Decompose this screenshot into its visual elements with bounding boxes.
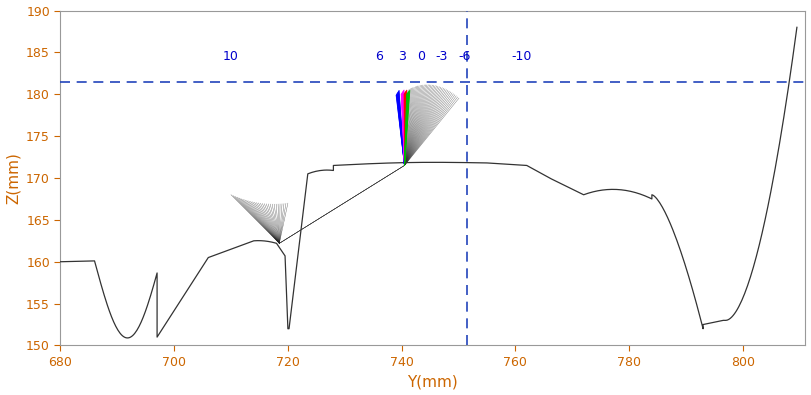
- Text: 10: 10: [223, 50, 239, 63]
- Text: -10: -10: [511, 50, 531, 63]
- Text: 6: 6: [375, 50, 383, 63]
- Text: -3: -3: [436, 50, 448, 63]
- Y-axis label: Z(mm): Z(mm): [6, 152, 20, 204]
- Text: -6: -6: [458, 50, 470, 63]
- X-axis label: Y(mm): Y(mm): [408, 374, 458, 389]
- Text: 0: 0: [418, 50, 426, 63]
- Text: 3: 3: [397, 50, 406, 63]
